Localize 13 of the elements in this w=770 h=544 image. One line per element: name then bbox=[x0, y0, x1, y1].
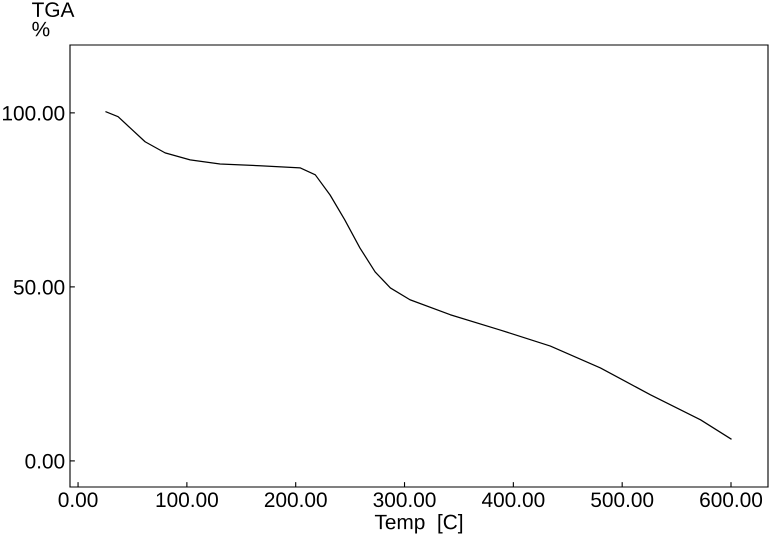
line-series bbox=[105, 111, 732, 440]
x-tick-label: 100.00 bbox=[156, 492, 218, 508]
x-axis-title: Temp [C] bbox=[374, 514, 462, 534]
x-tick-label: 400.00 bbox=[482, 492, 544, 508]
x-tick-label: 600.00 bbox=[700, 492, 762, 508]
y-tick-label: 0.00 bbox=[25, 454, 64, 469]
y-tick-label: 50.00 bbox=[14, 280, 64, 295]
y-tick-label: 100.00 bbox=[3, 106, 64, 121]
x-tick-label: 200.00 bbox=[264, 492, 327, 508]
x-tick-label: 0.00 bbox=[58, 492, 98, 508]
x-tick-label: 300.00 bbox=[373, 492, 436, 508]
x-tick-label: 500.00 bbox=[591, 492, 654, 508]
y-axis-title: TGA % bbox=[32, 2, 74, 36]
